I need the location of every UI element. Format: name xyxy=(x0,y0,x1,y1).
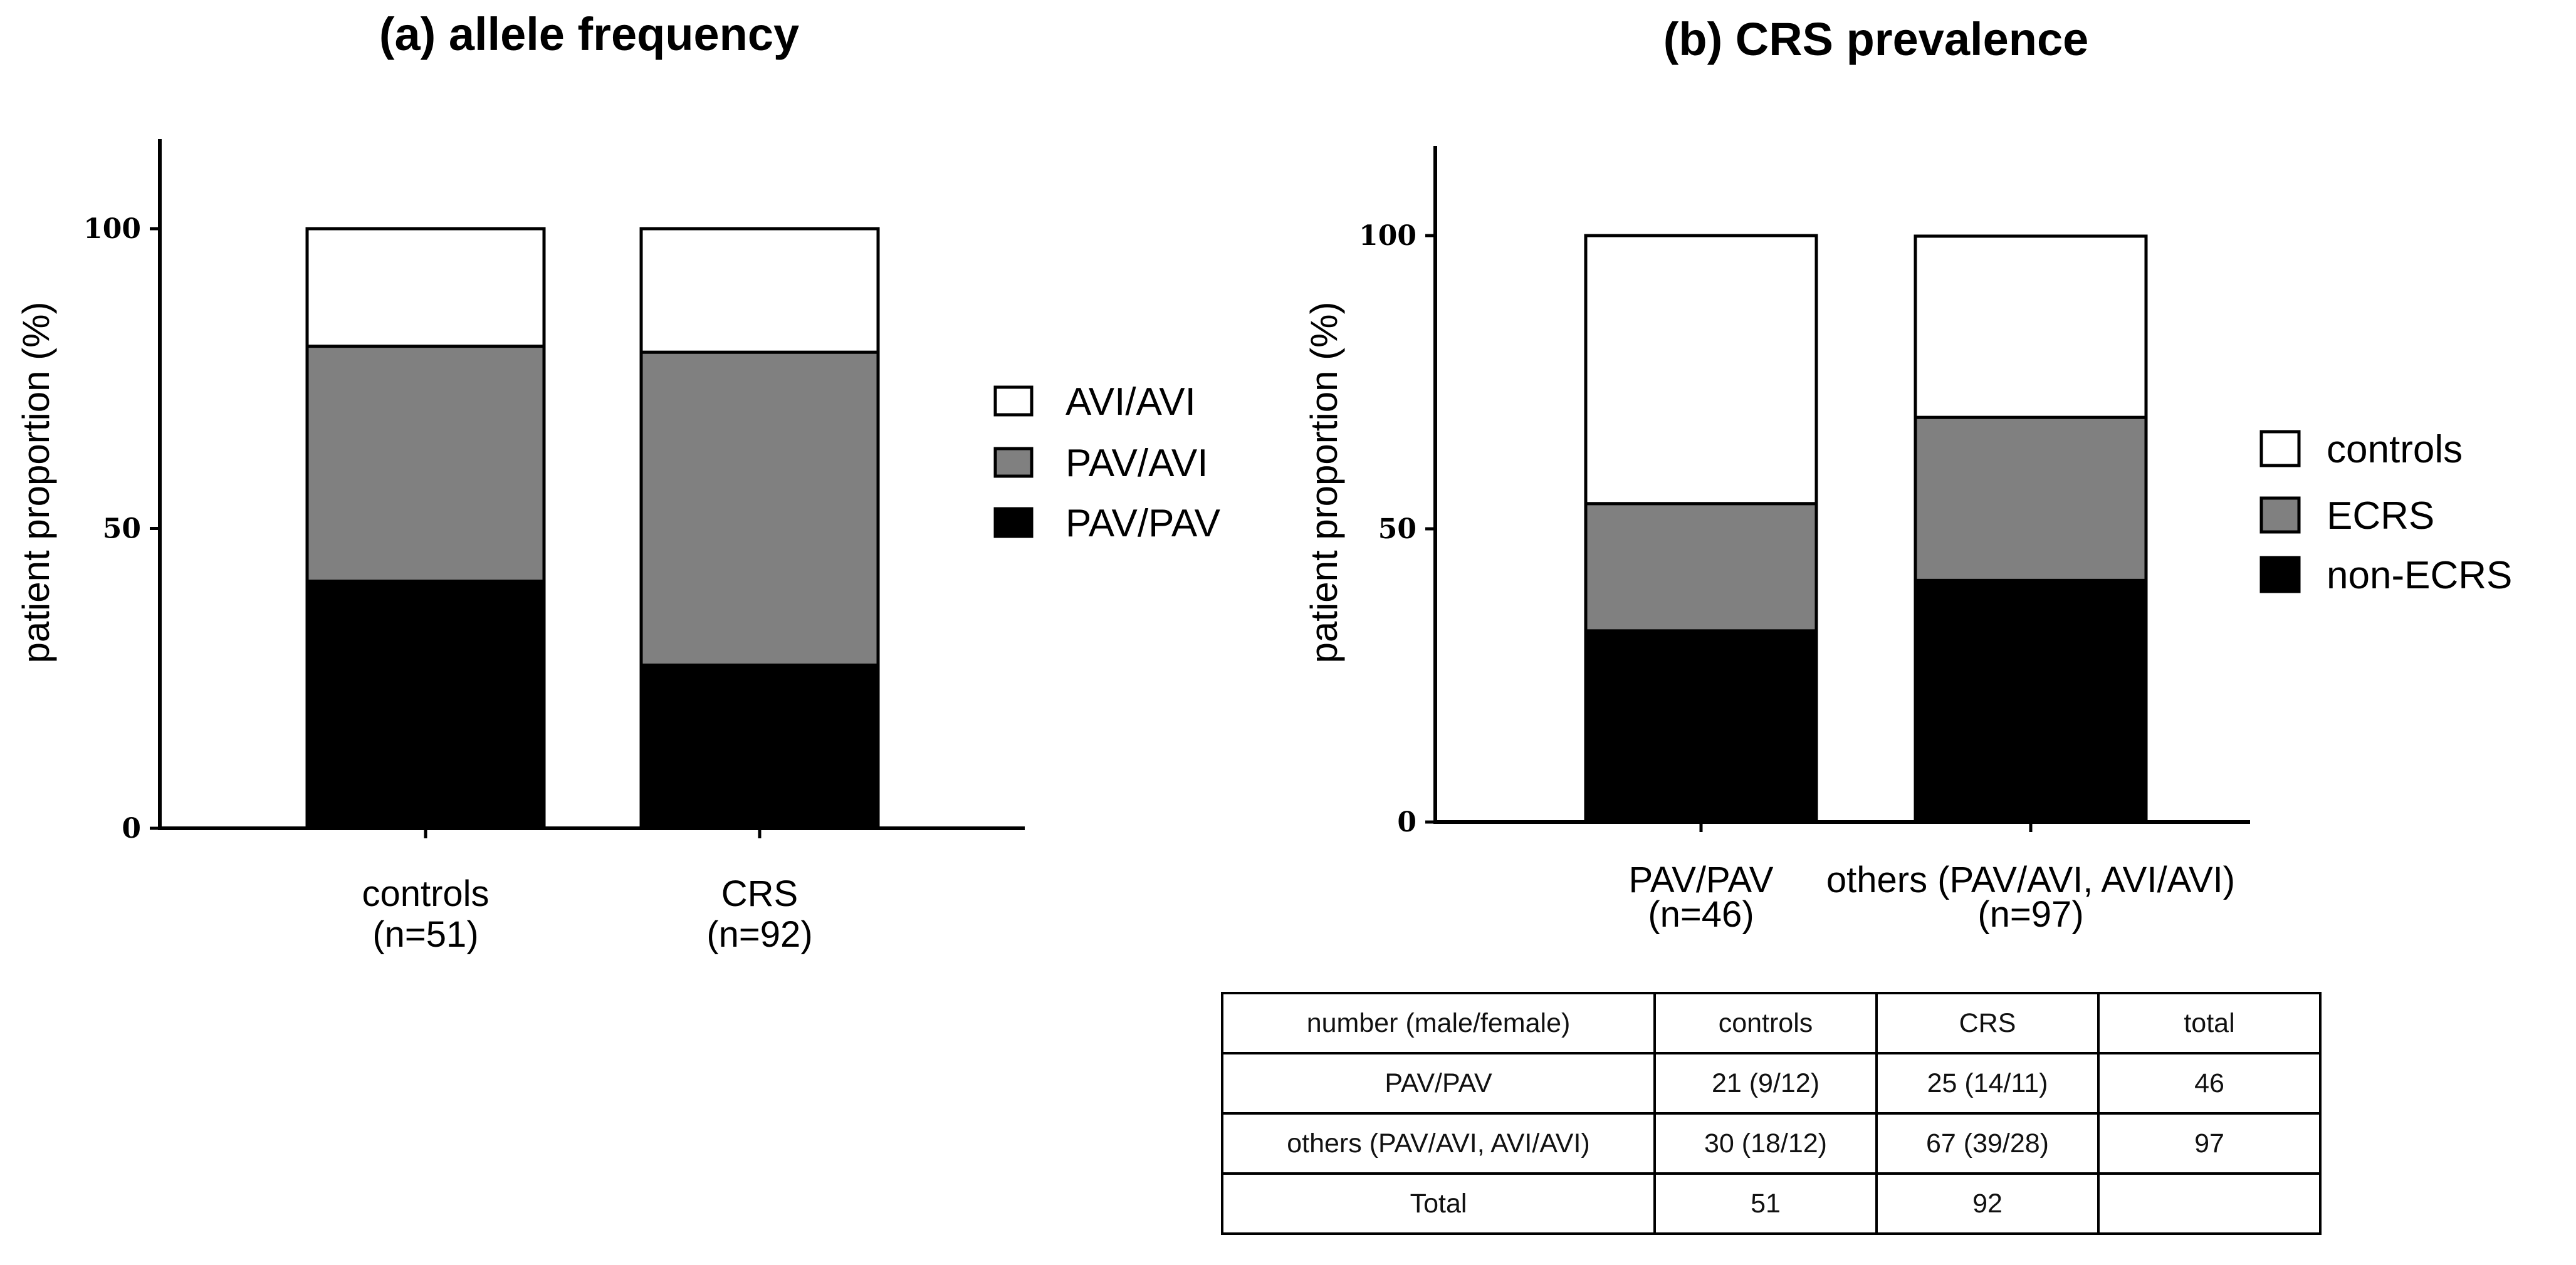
chart-a-x-categories: controls(n=51) CRS(n=92) xyxy=(362,873,812,955)
chart-a-bar-pav-avi-1 xyxy=(305,345,546,583)
chart-b-y-axis-label: patient proportion (%) xyxy=(1303,302,1345,664)
chart-b-title: (b) CRS prevalence xyxy=(1663,13,2089,65)
chart-b-legend-label-non-ecrs: non-ECRS xyxy=(2327,554,2512,597)
chart-b-category-label-2: others (PAV/AVI, AVI/AVI) xyxy=(1826,860,2235,900)
chart-a-legend-swatch-pav-pav xyxy=(993,507,1034,538)
chart-a-legend-label-pav-pav: PAV/PAV xyxy=(1065,502,1221,545)
summary-table: number (male/female) controls CRS total PAV/… xyxy=(1221,992,2322,1235)
chart-b-category-count-2: (n=97) xyxy=(1977,894,2083,935)
chart-b-y-ticks: 0 50 100 xyxy=(1359,220,1435,838)
chart-b-legend-label-controls: controls xyxy=(2327,428,2463,471)
table-cell: 30 (18/12) xyxy=(1653,1112,1878,1175)
table-cell: Total xyxy=(1221,1172,1656,1235)
table-header-cell: total xyxy=(2097,992,2322,1054)
table-cell: PAV/PAV xyxy=(1221,1052,1656,1115)
chart-a-legend: AVI/AVI PAV/AVI PAV/PAV xyxy=(993,380,1221,545)
table-cell: others (PAV/AVI, AVI/AVI) xyxy=(1221,1112,1656,1175)
chart-b-legend-swatch-ecrs xyxy=(2259,496,2301,534)
chart-a-allele-frequency: (a) allele frequency patient proportion … xyxy=(15,8,1221,955)
chart-a-title: (a) allele frequency xyxy=(379,8,799,60)
chart-a-bar-avi-avi-1 xyxy=(305,227,546,348)
chart-b-bar-non-ecrs-1 xyxy=(1584,629,1818,824)
table-cell: 97 xyxy=(2097,1112,2322,1175)
table-cell: 46 xyxy=(2097,1052,2322,1115)
chart-b-y-tick-label-50: 50 xyxy=(1378,513,1416,545)
chart-a-axes xyxy=(158,139,1025,838)
chart-b-legend: controls ECRS non-ECRS xyxy=(2259,428,2512,597)
table-cell: 25 (14/11) xyxy=(1875,1052,2100,1115)
chart-a-legend-swatch-avi-avi xyxy=(993,385,1034,417)
chart-a-category-label-2: CRS xyxy=(721,873,798,914)
chart-b-bar-controls-1 xyxy=(1584,234,1818,506)
chart-a-y-axis-label: patient proportion (%) xyxy=(15,302,57,664)
chart-b-legend-swatch-non-ecrs xyxy=(2259,556,2301,593)
chart-b-y-tick-label-100: 100 xyxy=(1359,220,1416,252)
chart-b-category-count-1: (n=46) xyxy=(1648,894,1754,935)
chart-a-bar-pav-pav-1 xyxy=(305,580,546,830)
table-header-cell: controls xyxy=(1653,992,1878,1054)
chart-a-bars xyxy=(305,227,880,830)
chart-b-category-label-1: PAV/PAV xyxy=(1628,860,1773,900)
chart-b-x-categories: PAV/PAV(n=46) others (PAV/AVI, AVI/AVI)(n… xyxy=(1628,860,2235,935)
chart-a-bar-avi-avi-2 xyxy=(639,227,880,354)
chart-b-bar-ecrs-1 xyxy=(1584,502,1818,633)
chart-b-bars xyxy=(1584,234,2148,824)
chart-a-legend-swatch-pav-avi xyxy=(993,447,1034,478)
chart-b-bar-ecrs-2 xyxy=(1914,415,2148,582)
table-header-cell: number (male/female) xyxy=(1221,992,1656,1054)
table-row: PAV/PAV 21 (9/12) 25 (14/11) 46 xyxy=(1221,1052,2322,1115)
chart-a-category-label-1: controls xyxy=(362,873,489,914)
summary-table-body: number (male/female) controls CRS total PAV/… xyxy=(1221,992,2322,1235)
chart-a-y-ticks: 0 50 100 xyxy=(83,213,160,845)
table-row: Total 51 92 xyxy=(1221,1172,2322,1235)
chart-b-legend-swatch-controls xyxy=(2259,430,2301,467)
table-cell xyxy=(2097,1172,2322,1235)
table-cell: 67 (39/28) xyxy=(1875,1112,2100,1175)
chart-a-legend-label-pav-avi: PAV/AVI xyxy=(1065,442,1208,485)
chart-b-legend-label-ecrs: ECRS xyxy=(2327,494,2434,538)
chart-a-category-count-2: (n=92) xyxy=(706,914,812,955)
chart-b-axes xyxy=(1433,146,2250,832)
chart-a-bar-pav-pav-2 xyxy=(639,664,880,830)
table-row: others (PAV/AVI, AVI/AVI) 30 (18/12) 67 (3… xyxy=(1221,1112,2322,1175)
chart-a-legend-label-avi-avi: AVI/AVI xyxy=(1065,380,1196,424)
chart-b-bar-controls-2 xyxy=(1914,234,2148,419)
chart-a-y-tick-label-50: 50 xyxy=(103,513,141,545)
chart-b-y-tick-label-0: 0 xyxy=(1397,806,1416,838)
table-cell: 51 xyxy=(1653,1172,1878,1235)
chart-b-bar-non-ecrs-2 xyxy=(1914,578,2148,824)
chart-a-bar-pav-avi-2 xyxy=(639,350,880,667)
table-header-row: number (male/female) controls CRS total xyxy=(1221,992,2322,1054)
chart-a-y-tick-label-0: 0 xyxy=(122,813,141,845)
table-header-cell: CRS xyxy=(1875,992,2100,1054)
chart-b-crs-prevalence: (b) CRS prevalence patient proportion (%… xyxy=(1303,13,2512,935)
table-cell: 92 xyxy=(1875,1172,2100,1235)
table-cell: 21 (9/12) xyxy=(1653,1052,1878,1115)
chart-a-category-count-1: (n=51) xyxy=(372,914,478,955)
chart-a-y-tick-label-100: 100 xyxy=(83,213,141,245)
